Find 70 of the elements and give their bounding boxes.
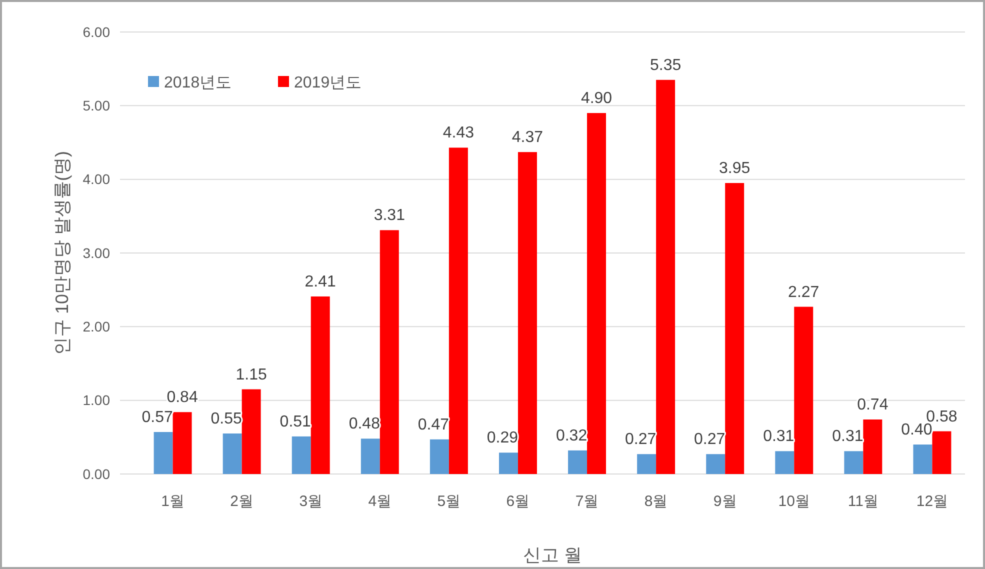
bar xyxy=(568,450,588,474)
data-label: 2.41 xyxy=(304,273,336,290)
y-tick-label: 1.00 xyxy=(82,392,110,408)
data-label: 3.95 xyxy=(719,160,750,178)
bar xyxy=(656,80,676,474)
x-tick-label: 4월 xyxy=(368,493,392,510)
bar xyxy=(448,148,468,474)
x-tick-label: 11월 xyxy=(848,493,878,510)
bar xyxy=(172,412,192,474)
x-tick-label: 8월 xyxy=(644,493,668,510)
bar xyxy=(310,296,330,474)
bar xyxy=(587,113,606,474)
x-tick-label: 5월 xyxy=(437,493,461,510)
data-label: 2.27 xyxy=(788,284,820,301)
bar xyxy=(360,438,380,474)
x-axis-title: 신고 월 xyxy=(522,545,582,565)
y-tick-label: 4.00 xyxy=(82,171,110,188)
x-tick-label: 12월 xyxy=(916,493,948,510)
x-tick-label: 9월 xyxy=(713,493,737,510)
data-label: 0.84 xyxy=(166,389,198,406)
data-label: 4.37 xyxy=(512,129,544,146)
data-label: 0.27 xyxy=(694,431,726,448)
bar xyxy=(725,183,744,474)
bar xyxy=(498,452,518,474)
data-label: 4.43 xyxy=(442,124,474,142)
data-label: 0.40 xyxy=(901,422,932,439)
bar xyxy=(518,152,537,474)
bar xyxy=(222,433,242,474)
x-tick-label: 1월 xyxy=(161,493,184,510)
bar xyxy=(775,451,794,474)
x-tick-label: 10월 xyxy=(778,493,810,510)
bar xyxy=(794,306,814,474)
bar xyxy=(913,444,932,474)
bar xyxy=(242,389,261,474)
data-label: 0.47 xyxy=(418,416,450,434)
data-label: 0.27 xyxy=(624,431,656,448)
data-label: 0.32 xyxy=(556,427,588,444)
bar xyxy=(380,230,399,474)
data-label: 0.29 xyxy=(486,430,518,447)
x-tick-label: 2월 xyxy=(230,493,254,510)
bar xyxy=(863,419,882,474)
data-label: 0.55 xyxy=(210,410,242,428)
legend-label: 2018년도 xyxy=(164,74,232,92)
data-label: 0.57 xyxy=(142,409,173,426)
data-label: 0.48 xyxy=(348,416,380,433)
x-tick-label: 7월 xyxy=(575,493,599,510)
data-label: 0.74 xyxy=(857,396,888,414)
bar xyxy=(637,454,656,474)
bar xyxy=(844,451,864,474)
data-label: 4.90 xyxy=(580,90,612,108)
data-label: 0.51 xyxy=(280,413,312,430)
data-label: 1.15 xyxy=(236,366,267,384)
y-tick-label: 3.00 xyxy=(82,244,110,261)
bar xyxy=(292,436,311,474)
x-tick-label: 6월 xyxy=(506,493,530,510)
y-axis-title: 인구 10만명당 발생률(명) xyxy=(52,150,72,356)
data-label: 0.31 xyxy=(763,428,794,446)
bar xyxy=(154,432,173,474)
bar xyxy=(932,431,952,474)
x-tick-label: 3월 xyxy=(299,493,323,510)
y-tick-label: 5.00 xyxy=(82,98,110,114)
legend-label: 2019년도 xyxy=(294,74,362,92)
y-tick-label: 0.00 xyxy=(82,466,110,482)
data-label: 3.31 xyxy=(374,207,406,224)
y-tick-label: 6.00 xyxy=(82,24,110,40)
bar xyxy=(706,454,726,474)
data-label: 0.31 xyxy=(832,428,864,446)
bar xyxy=(430,439,449,474)
data-label: 5.35 xyxy=(650,56,682,74)
y-tick-label: 2.00 xyxy=(82,318,110,335)
